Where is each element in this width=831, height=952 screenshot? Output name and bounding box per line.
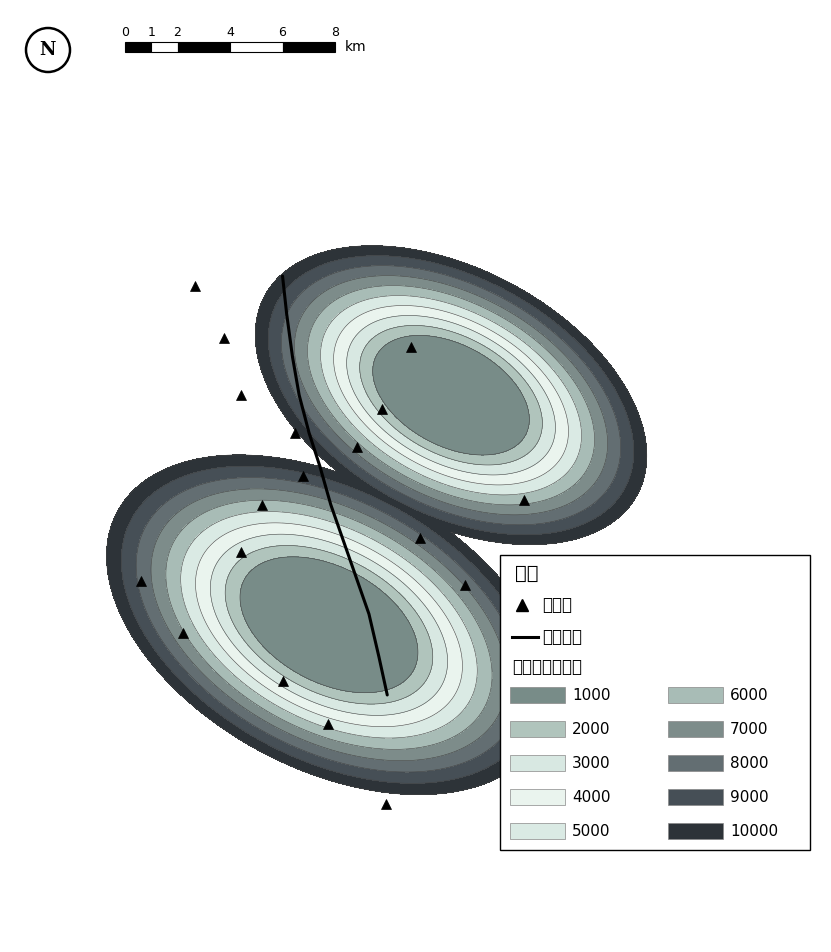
Text: 1: 1 — [147, 26, 155, 39]
Text: 8: 8 — [331, 26, 339, 39]
Text: 1000: 1000 — [572, 687, 611, 703]
Text: 图例: 图例 — [515, 564, 538, 583]
Text: 6: 6 — [278, 26, 287, 39]
Bar — [125, 42, 151, 52]
Bar — [151, 42, 178, 52]
Bar — [510, 823, 565, 839]
Text: 缓冲距离（米）: 缓冲距离（米） — [512, 658, 582, 676]
Text: 2: 2 — [174, 26, 181, 39]
Text: 铁矿点: 铁矿点 — [542, 596, 572, 614]
Text: 4000: 4000 — [572, 789, 611, 804]
Text: 3000: 3000 — [572, 756, 611, 770]
Text: 断裂构造: 断裂构造 — [542, 628, 582, 646]
Bar — [668, 755, 723, 771]
Bar — [178, 42, 230, 52]
Bar — [668, 789, 723, 805]
Text: 4: 4 — [226, 26, 234, 39]
Text: 6000: 6000 — [730, 687, 769, 703]
Bar — [510, 789, 565, 805]
Bar — [500, 555, 810, 850]
Text: N: N — [40, 41, 57, 59]
Text: 8000: 8000 — [730, 756, 769, 770]
Text: 0: 0 — [121, 26, 129, 39]
Bar — [668, 823, 723, 839]
Text: 5000: 5000 — [572, 823, 611, 839]
Bar — [283, 42, 335, 52]
Text: km: km — [345, 40, 366, 54]
Bar — [510, 755, 565, 771]
Text: 10000: 10000 — [730, 823, 778, 839]
Text: 2000: 2000 — [572, 722, 611, 737]
Bar — [510, 721, 565, 737]
Bar — [668, 687, 723, 703]
Bar — [510, 687, 565, 703]
Text: 9000: 9000 — [730, 789, 769, 804]
Bar — [668, 721, 723, 737]
Bar — [230, 42, 283, 52]
Text: 7000: 7000 — [730, 722, 769, 737]
